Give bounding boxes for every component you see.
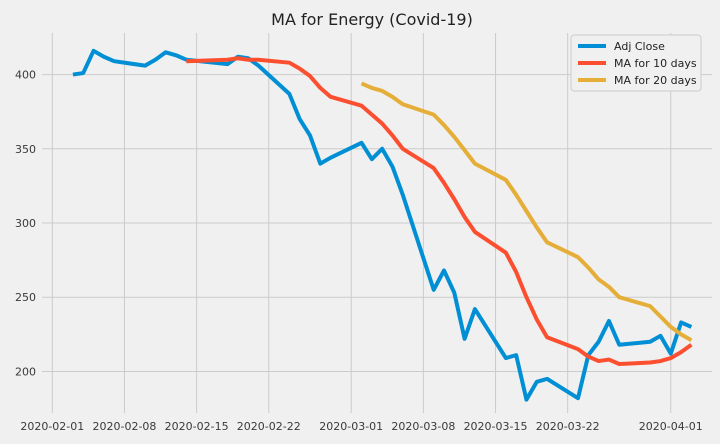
legend-label: MA for 20 days (614, 74, 697, 87)
y-tick-label: 250 (15, 291, 36, 304)
y-axis: 200 250 300 350 400 (15, 69, 36, 379)
x-tick-label: 2020-02-15 (165, 420, 229, 433)
y-tick-label: 350 (15, 143, 36, 156)
series-lines (72, 48, 693, 402)
x-tick-label: 2020-04-01 (639, 420, 703, 433)
x-tick-label: 2020-03-22 (536, 420, 600, 433)
legend-box (570, 34, 702, 92)
chart-title: MA for Energy (Covid-19) (271, 10, 473, 29)
x-tick-label: 2020-02-22 (237, 420, 301, 433)
x-tick-label: 2020-03-15 (464, 420, 528, 433)
legend: Adj Close MA for 10 days MA for 20 days (570, 34, 702, 92)
series-line-3 (360, 81, 693, 343)
series-line-1 (72, 48, 693, 402)
legend-label: Adj Close (614, 40, 665, 53)
y-tick-label: 400 (15, 69, 36, 82)
x-axis: 2020-02-01 2020-02-08 2020-02-15 2020-02-22… (20, 420, 702, 433)
x-tick-label: 2020-02-01 (20, 420, 84, 433)
x-tick-label: 2020-03-08 (391, 420, 455, 433)
legend-label: MA for 10 days (614, 57, 697, 70)
x-tick-label: 2020-03-01 (319, 420, 383, 433)
grid-lines (42, 33, 712, 413)
series-line-2 (186, 56, 693, 367)
x-tick-label: 2020-02-08 (92, 420, 156, 433)
y-tick-label: 300 (15, 217, 36, 230)
y-tick-label: 200 (15, 365, 36, 378)
